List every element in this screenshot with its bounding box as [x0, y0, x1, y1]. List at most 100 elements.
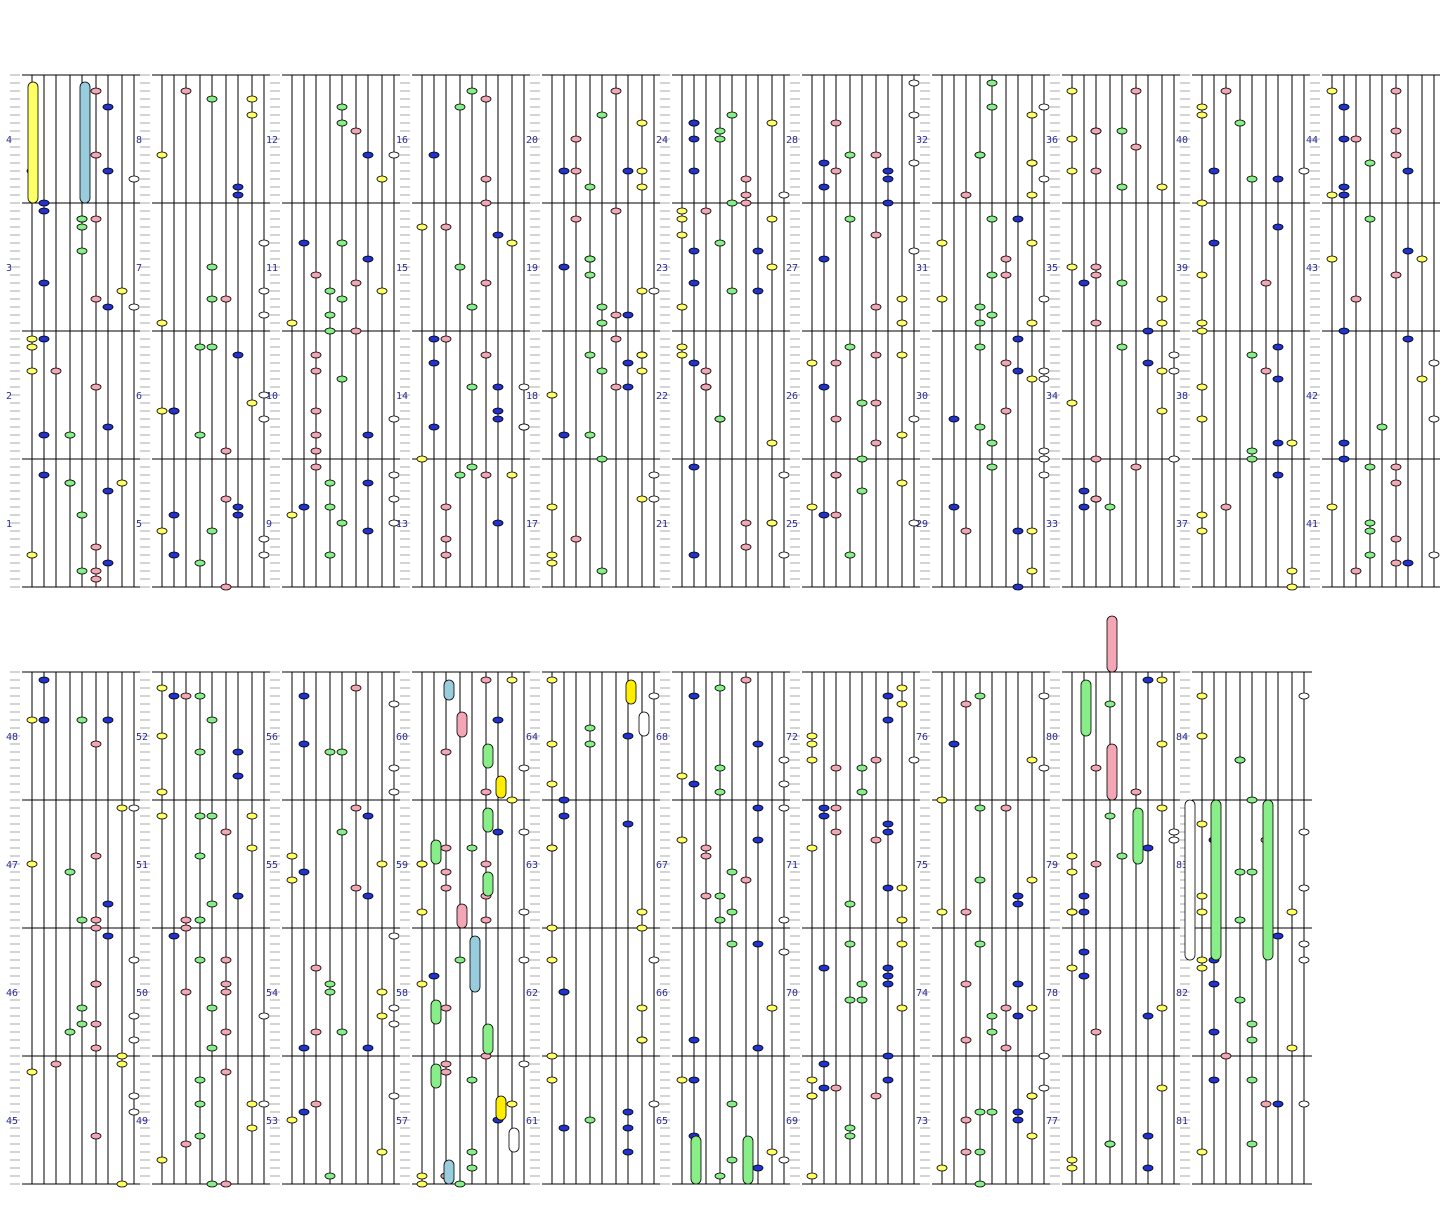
note-marker: [806, 740, 818, 748]
note-marker: [974, 1148, 986, 1156]
note-marker: [986, 215, 998, 223]
note-marker: [610, 87, 622, 95]
measure-label: 62: [526, 988, 538, 999]
note-marker: [38, 335, 50, 343]
note-marker: [298, 868, 310, 876]
note-marker: [76, 247, 88, 255]
note-marker: [1196, 511, 1208, 519]
note-marker: [1066, 908, 1078, 916]
note-marker: [324, 327, 336, 335]
note-marker: [362, 255, 374, 263]
note-marker: [896, 916, 908, 924]
note-marker: [1208, 167, 1220, 175]
note-marker: [1196, 199, 1208, 207]
note-marker: [986, 79, 998, 87]
measure-label: 82: [1176, 988, 1188, 999]
note-marker: [870, 756, 882, 764]
note-marker: [286, 1116, 298, 1124]
note-marker: [440, 335, 452, 343]
note-marker: [350, 279, 362, 287]
note-marker: [90, 215, 102, 223]
note-marker: [584, 1116, 596, 1124]
note-marker: [974, 151, 986, 159]
note-marker: [596, 455, 608, 463]
note-marker: [336, 295, 348, 303]
note-marker: [936, 295, 948, 303]
note-marker: [506, 471, 518, 479]
measure-label: 42: [1306, 391, 1318, 402]
note-marker: [1090, 263, 1102, 271]
note-marker: [1402, 167, 1414, 175]
note-marker: [310, 431, 322, 439]
note-marker: [350, 804, 362, 812]
note-marker: [806, 732, 818, 740]
note-marker: [584, 724, 596, 732]
note-marker: [726, 111, 738, 119]
note-marker: [116, 1052, 128, 1060]
note-marker: [1196, 527, 1208, 535]
note-marker: [960, 527, 972, 535]
note-marker: [128, 303, 140, 311]
note-marker: [830, 511, 842, 519]
note-marker: [1156, 295, 1168, 303]
note-marker: [128, 1108, 140, 1116]
note-marker: [246, 1124, 258, 1132]
note-marker: [688, 167, 700, 175]
note-marker: [220, 1180, 232, 1188]
note-marker: [830, 471, 842, 479]
note-marker: [688, 1076, 700, 1084]
note-marker: [1208, 1028, 1220, 1036]
measure-label: 50: [136, 988, 148, 999]
note-marker: [766, 263, 778, 271]
note-marker: [546, 391, 558, 399]
note-marker: [480, 788, 492, 796]
hold-bar: [79, 81, 91, 204]
hold-bar: [625, 679, 637, 705]
note-marker: [558, 1124, 570, 1132]
measure-label: 26: [786, 391, 798, 402]
measure-label: 13: [396, 519, 408, 530]
measure-label: 39: [1176, 263, 1188, 274]
note-marker: [466, 303, 478, 311]
note-marker: [1326, 191, 1338, 199]
note-marker: [518, 1060, 530, 1068]
note-marker: [388, 1020, 400, 1028]
hold-bar: [443, 1159, 455, 1185]
note-marker: [1286, 439, 1298, 447]
note-marker: [1038, 471, 1050, 479]
note-marker: [388, 764, 400, 772]
note-marker: [102, 932, 114, 940]
note-marker: [440, 748, 452, 756]
note-marker: [986, 1012, 998, 1020]
note-marker: [64, 431, 76, 439]
note-marker: [1104, 812, 1116, 820]
note-marker: [806, 1092, 818, 1100]
note-marker: [936, 796, 948, 804]
note-marker: [714, 127, 726, 135]
measure-label: 15: [396, 263, 408, 274]
note-marker: [194, 1132, 206, 1140]
note-marker: [844, 343, 856, 351]
note-marker: [610, 383, 622, 391]
measure-label: 59: [396, 860, 408, 871]
note-marker: [324, 311, 336, 319]
note-marker: [1026, 1004, 1038, 1012]
note-marker: [38, 199, 50, 207]
note-marker: [336, 1028, 348, 1036]
measure-label: 64: [526, 732, 538, 743]
note-marker: [1066, 135, 1078, 143]
note-marker: [1012, 1012, 1024, 1020]
note-marker: [974, 303, 986, 311]
note-marker: [428, 972, 440, 980]
note-marker: [102, 716, 114, 724]
note-marker: [1298, 692, 1310, 700]
note-marker: [1038, 367, 1050, 375]
note-marker: [336, 828, 348, 836]
note-marker: [726, 1156, 738, 1164]
note-marker: [362, 151, 374, 159]
note-marker: [844, 940, 856, 948]
note-marker: [1026, 1132, 1038, 1140]
note-marker: [76, 215, 88, 223]
hold-bar: [1106, 615, 1118, 673]
note-marker: [428, 423, 440, 431]
